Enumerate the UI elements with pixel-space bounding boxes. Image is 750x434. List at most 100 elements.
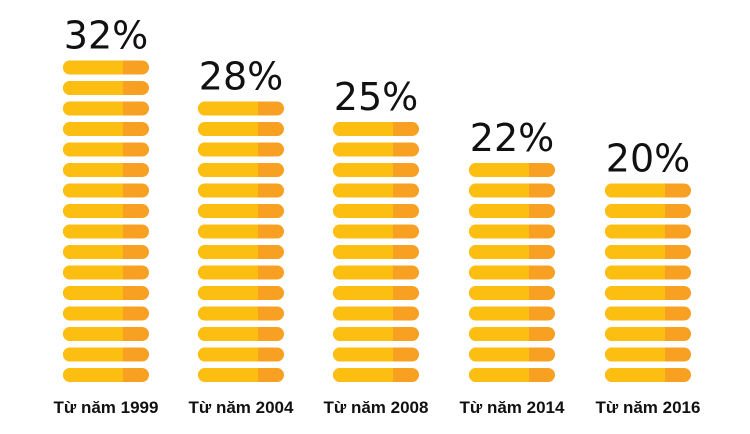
coin-face [333,204,393,218]
coin-stack [333,122,419,382]
coin [469,327,555,341]
coin [198,142,284,157]
coin [63,142,149,157]
coin-face [198,224,258,239]
coin [333,368,419,382]
coin [605,224,691,239]
coin-stack [63,60,149,382]
coin-face [469,347,529,362]
coin [333,224,419,239]
coin-face [605,347,665,362]
category-label: Từ năm 2008 [324,398,429,417]
coin-face [469,327,529,341]
coin-face [63,183,123,198]
coin [333,142,419,157]
coin-face [333,347,393,362]
coin [469,245,555,259]
category-label: Từ năm 2016 [596,398,701,417]
coin-face [198,142,258,157]
coin-face [198,286,258,300]
coin-face [63,122,123,136]
coin [63,327,149,341]
coin [605,286,691,300]
coin-face [605,368,665,382]
coin [333,183,419,198]
coin [605,245,691,259]
coin-face [333,306,393,321]
value-label: 25% [334,75,418,119]
coin [198,347,284,362]
coin [63,224,149,239]
coin-stacks [63,60,691,382]
coin [333,245,419,259]
coin [63,204,149,218]
coin [63,265,149,280]
coin-face [63,60,123,75]
coin-face [198,306,258,321]
coin-face [63,224,123,239]
coin [605,368,691,382]
coin-face [63,245,123,259]
coin-stack [605,183,691,382]
coin [63,286,149,300]
coin-stack [469,163,555,382]
coin-face [333,368,393,382]
coin-face [333,327,393,341]
category-label: Từ năm 1999 [54,398,159,417]
coin-face [333,142,393,157]
value-label: 28% [199,55,283,99]
coin [63,347,149,362]
coin-face [605,286,665,300]
coin-face [63,101,123,116]
coin-face [333,224,393,239]
coin-face [198,347,258,362]
coin [469,368,555,382]
coin [469,347,555,362]
coin [333,122,419,136]
coin-face [198,368,258,382]
coin-face [333,163,393,177]
coin [63,245,149,259]
coin-face [198,204,258,218]
coin-face [469,183,529,198]
coin-face [469,245,529,259]
coin-face [605,183,665,198]
coin-face [605,204,665,218]
coin-face [333,245,393,259]
coin-face [198,327,258,341]
coin [605,183,691,198]
coin [198,245,284,259]
coin [198,368,284,382]
coin [469,183,555,198]
category-label: Từ năm 2014 [460,398,565,417]
coin-face [605,306,665,321]
coin [63,60,149,75]
category-label: Từ năm 2004 [189,398,294,417]
coin-face [469,368,529,382]
coin [198,306,284,321]
coin [469,163,555,177]
coin [333,265,419,280]
coin-face [469,306,529,321]
coin [198,224,284,239]
value-label: 20% [606,137,690,181]
coin-face [63,142,123,157]
coin-face [63,368,123,382]
coin [333,347,419,362]
coin-face [605,265,665,280]
coin-face [605,245,665,259]
coin [469,306,555,321]
coin-face [198,163,258,177]
coin [63,101,149,116]
coin-face [605,327,665,341]
coin [333,327,419,341]
coin [198,163,284,177]
coin-face [333,286,393,300]
coin [198,204,284,218]
coin [469,224,555,239]
coin-face [63,327,123,341]
coin [63,368,149,382]
coin [198,265,284,280]
coin-stack [198,101,284,382]
coin-face [469,265,529,280]
